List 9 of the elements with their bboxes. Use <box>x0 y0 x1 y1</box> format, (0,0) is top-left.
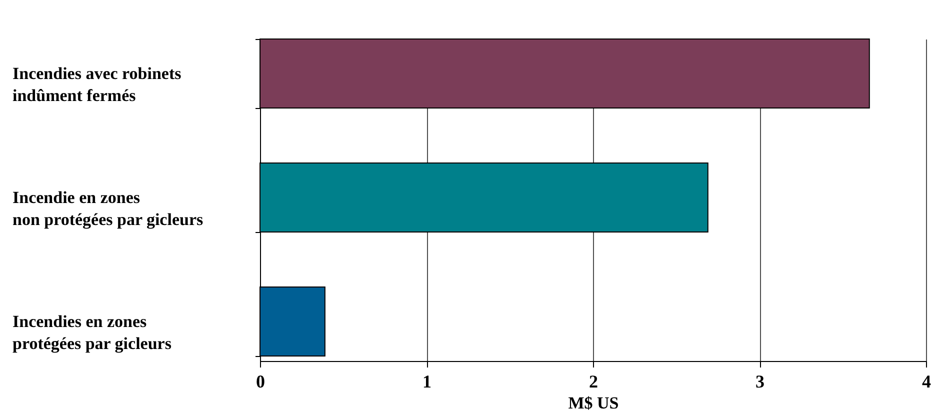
y-tick-label: Incendies avec robinets indûment fermés <box>12 64 182 106</box>
x-tick-label: 4 <box>922 372 931 392</box>
x-tick-label: 1 <box>422 372 432 392</box>
x-tick-label: 0 <box>256 372 265 392</box>
y-tick-label: Incendie en zones non protégées par gicleurs <box>12 188 204 230</box>
x-axis-title: M$ US <box>568 394 619 412</box>
y-tick-label: Incendies en zones protégées par gicleurs <box>12 312 172 354</box>
x-tick-label: 3 <box>756 372 764 392</box>
x-tick-label: 2 <box>589 372 598 392</box>
